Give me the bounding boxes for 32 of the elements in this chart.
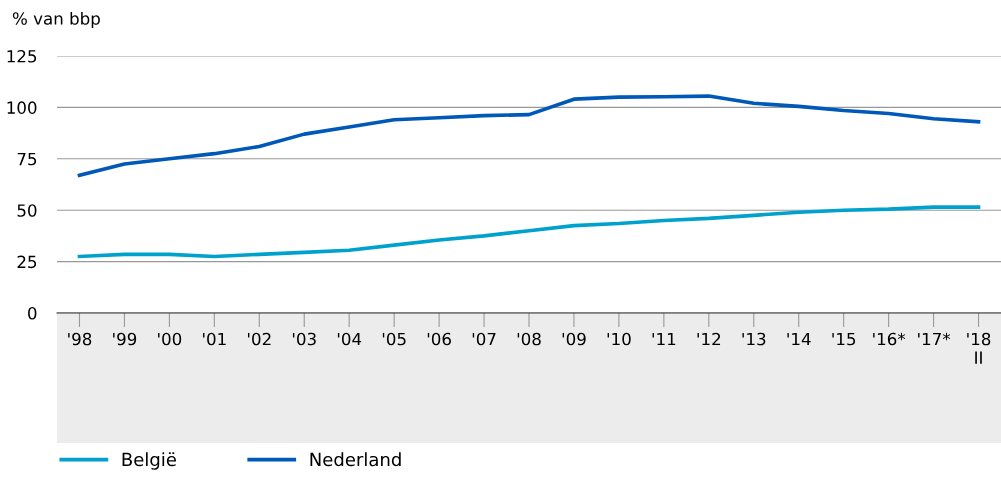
legend-label: Nederland (310, 452, 401, 467)
y-tick-label: 25 (17, 255, 37, 269)
x-tick-label: '04 (337, 332, 362, 346)
y-tick-label: 0 (28, 306, 37, 320)
y-tick-label: 50 (17, 204, 37, 217)
line-series (77, 94, 981, 178)
x-tick-label: '14 (787, 332, 811, 346)
x-tick-label: '12 (697, 332, 721, 346)
y-tick-label: 100 (7, 101, 37, 114)
y-tick-label: 125 (7, 49, 37, 63)
y-axis-title: % van bbp (12, 11, 100, 29)
x-tick-label: '07 (472, 332, 496, 346)
legend-label: België (122, 452, 176, 470)
x-tick-label: '06 (427, 332, 451, 346)
x-tick-label: '18 II (967, 332, 991, 364)
line-series (77, 205, 981, 259)
x-tick-label: '15 (832, 332, 856, 346)
x-tick-label: '10 (607, 332, 631, 346)
x-tick-label: '03 (292, 332, 316, 346)
x-tick-label: '08 (517, 332, 541, 346)
x-tick-label: '98 (68, 332, 92, 346)
x-tick-label: '09 (562, 332, 586, 346)
x-tick-label: '02 (248, 332, 271, 346)
x-tick-label: '11 (652, 332, 676, 346)
x-tick-label: '17* (918, 332, 951, 346)
x-tick-label: '16* (873, 332, 906, 346)
y-tick-label: 75 (17, 152, 37, 166)
x-tick-label: '13 (742, 332, 766, 346)
x-tick-label: '00 (158, 332, 182, 346)
x-tick-label: '01 (203, 332, 226, 346)
x-tick-label: '99 (113, 332, 137, 346)
x-tick-label: '05 (382, 332, 406, 346)
